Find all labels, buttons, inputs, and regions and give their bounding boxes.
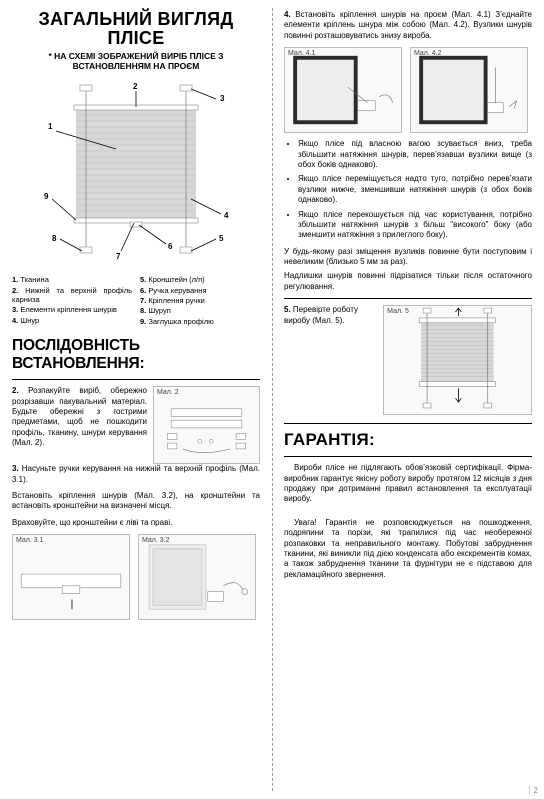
fig-label: Мал. 4.1 xyxy=(288,50,316,57)
step-3: 3. Насуньте ручки керування на нижній та… xyxy=(12,464,260,485)
after-bullets-2: Надлишки шнурів повинні підрізатися тіль… xyxy=(284,271,532,292)
bullet-item: Якщо плісе переміщується надто туго, пот… xyxy=(298,174,532,205)
legend-item: 5. Кронштейн (л/п) xyxy=(140,275,260,284)
bullet-item: Якщо плісе під власною вагою зсувається … xyxy=(298,139,532,170)
figure-5: Мал. 5 xyxy=(383,305,532,415)
rule xyxy=(284,456,532,457)
fig-label: Мал. 2 xyxy=(157,389,179,396)
step-2: 2. Розпакуйте виріб, обережно розрізавши… xyxy=(12,386,147,448)
legend-item: 2. Нижній та верхній профіль карниза xyxy=(12,286,132,305)
column-divider xyxy=(272,8,273,791)
right-column: 4. Встановіть кріплення шнурів на проєм … xyxy=(272,0,544,799)
after-bullets-1: У будь-якому разі зміщення вузликів пови… xyxy=(284,247,532,268)
page-number: 2 xyxy=(529,786,538,795)
subtitle: * НА СХЕМІ ЗОБРАЖЕНИЙ ВИРІБ ПЛІСЕ З ВСТА… xyxy=(12,52,260,72)
figure-3-1: Мал. 3.1 xyxy=(12,534,130,620)
dlabel-4: 4 xyxy=(224,211,229,220)
bullet-item: Якщо плісе перекошується під час користу… xyxy=(298,210,532,241)
fig-label: Мал. 4.2 xyxy=(414,50,442,57)
legend-item: 4. Шнур xyxy=(12,316,132,325)
install-heading: ПОСЛІДОВНІСТЬ ВСТАНОВЛЕННЯ: xyxy=(12,337,260,373)
fig-label: Мал. 5 xyxy=(387,308,409,315)
left-column: ЗАГАЛЬНИЙ ВИГЛЯД ПЛІСЕ * НА СХЕМІ ЗОБРАЖ… xyxy=(0,0,272,799)
dlabel-9: 9 xyxy=(44,192,49,201)
legend-item: 6. Ручка керування xyxy=(140,286,260,295)
legend-item: 8. Шуруп xyxy=(140,306,260,315)
guarantee-p1: Вироби плісе не підлягають обов’язковій … xyxy=(284,463,532,505)
legend-item: 1. Тканина xyxy=(12,275,132,284)
dlabel-7: 7 xyxy=(116,252,121,261)
dlabel-5: 5 xyxy=(219,234,224,243)
step-3c: Враховуйте, що кронштейни є ліві та прав… xyxy=(12,518,260,528)
dlabel-8: 8 xyxy=(52,234,57,243)
step-5: 5. Перевірте роботу виробу (Мал. 5). xyxy=(284,305,375,326)
fig-label: Мал. 3.2 xyxy=(142,537,170,544)
figure-4-1: Мал. 4.1 xyxy=(284,47,402,133)
legend-item: 9. Заглушка профілю xyxy=(140,317,260,326)
legend: 1. Тканина 2. Нижній та верхній профіль … xyxy=(12,275,260,327)
figure-3-2: Мал. 3.2 xyxy=(138,534,256,620)
guarantee-p2: Увага! Гарантія не розповсюджується на п… xyxy=(284,518,532,580)
fig-label: Мал. 3.1 xyxy=(16,537,44,544)
main-title: ЗАГАЛЬНИЙ ВИГЛЯД ПЛІСЕ xyxy=(12,10,260,48)
dlabel-6: 6 xyxy=(168,242,173,251)
rule xyxy=(284,423,532,424)
legend-item: 3. Елементи кріплення шнурів xyxy=(12,305,132,314)
dlabel-3: 3 xyxy=(220,94,225,103)
rule xyxy=(12,379,260,380)
dlabel-1: 1 xyxy=(48,122,53,131)
dlabel-2: 2 xyxy=(133,82,138,91)
adjustment-bullets: Якщо плісе під власною вагою зсувається … xyxy=(298,139,532,241)
overview-diagram: 1 2 3 4 5 6 7 8 9 xyxy=(12,79,260,269)
step-3b: Встановіть кріплення шнурів (Мал. 3.2), … xyxy=(12,491,260,512)
figure-4-2: Мал. 4.2 xyxy=(410,47,528,133)
rule xyxy=(284,298,532,299)
figure-2: Мал. 2 xyxy=(153,386,260,464)
step-4: 4. Встановіть кріплення шнурів на проєм … xyxy=(284,10,532,41)
guarantee-heading: ГАРАНТІЯ: xyxy=(284,430,532,450)
legend-item: 7. Кріплення ручки xyxy=(140,296,260,305)
